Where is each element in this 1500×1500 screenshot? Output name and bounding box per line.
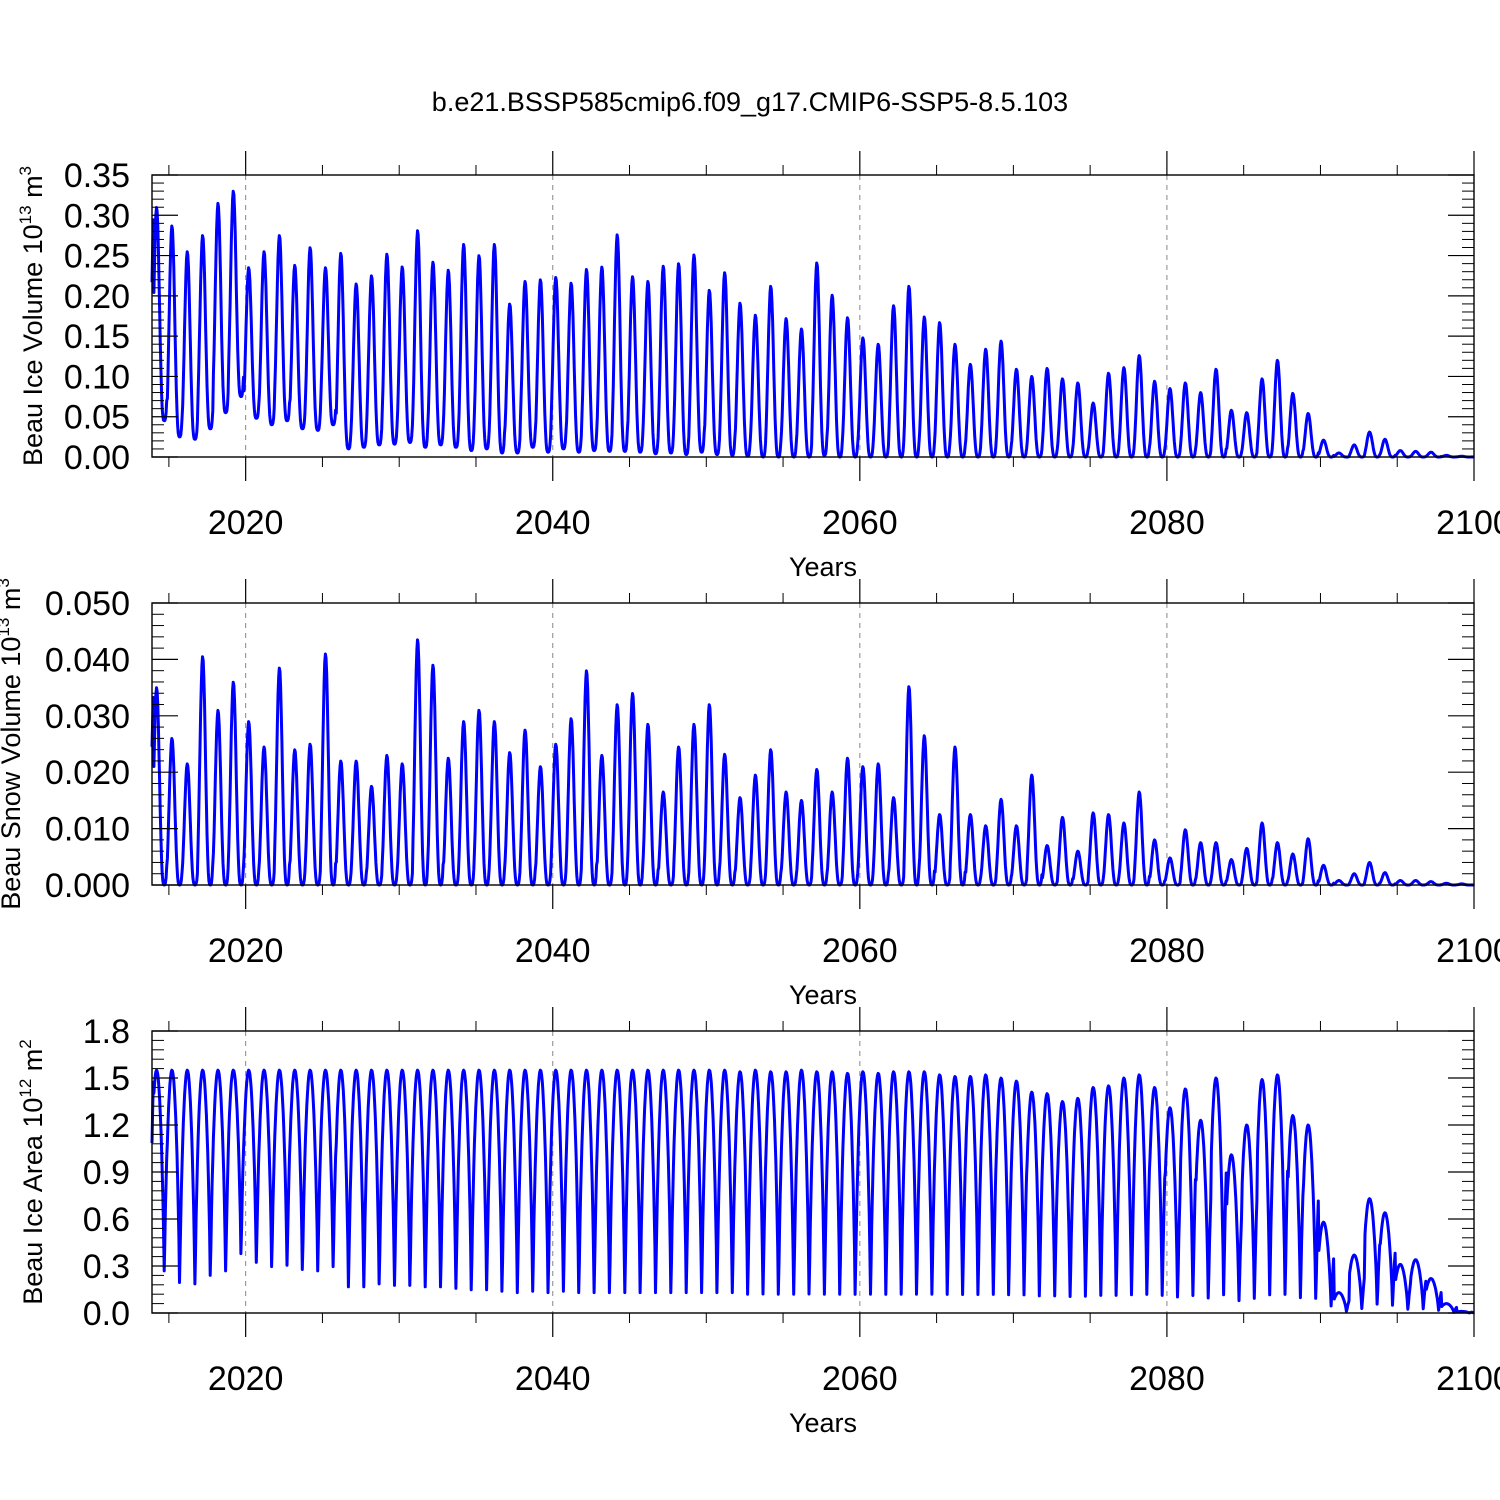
x-tick-label: 2040 xyxy=(515,1360,591,1398)
x-tick-label: 2020 xyxy=(208,932,284,970)
x-axis-label: Years xyxy=(789,552,857,582)
y-tick-label: 0.30 xyxy=(64,197,130,235)
y-tick-label: 0.0 xyxy=(83,1295,130,1333)
y-axis-label-unit: m xyxy=(18,1049,48,1079)
y-tick-label: 0.040 xyxy=(45,641,130,679)
y-axis-label-unit: m xyxy=(18,175,48,205)
y-tick-label: 1.5 xyxy=(83,1060,130,1098)
y-axis-label-exp: 13 xyxy=(0,618,13,637)
x-tick-label: 2060 xyxy=(822,1360,898,1398)
y-tick-label: 0.020 xyxy=(45,754,130,792)
y-tick-label: 0.05 xyxy=(64,399,130,437)
x-tick-label: 2040 xyxy=(515,504,591,542)
x-tick-label: 2020 xyxy=(208,504,284,542)
y-axis-label: Beau Ice Volume 1013 m3 xyxy=(16,166,48,466)
y-tick-label: 0.000 xyxy=(45,867,130,905)
y-tick-label: 0.00 xyxy=(64,439,130,477)
y-axis-label-unit: m xyxy=(0,588,26,618)
y-axis-label-exp: 12 xyxy=(16,1079,35,1098)
y-axis-label-main: Beau Ice Volume 10 xyxy=(18,224,48,466)
y-axis-label-exp: 13 xyxy=(16,205,35,224)
y-tick-label: 1.2 xyxy=(83,1107,130,1145)
figure-title: b.e21.BSSP585cmip6.f09_g17.CMIP6-SSP5-8.… xyxy=(432,87,1068,117)
series-line-ice-area xyxy=(150,1068,1475,1315)
x-tick-label: 2020 xyxy=(208,1360,284,1398)
y-axis-label: Beau Snow Volume 1013 m3 xyxy=(0,578,26,910)
x-tick-label: 2060 xyxy=(822,932,898,970)
x-axis-label: Years xyxy=(789,980,857,1010)
series-line-snow-volume xyxy=(150,638,1475,887)
plot-frame xyxy=(151,174,1475,458)
y-axis-label-main: Beau Snow Volume 10 xyxy=(0,637,26,910)
y-tick-label: 0.9 xyxy=(83,1154,130,1192)
y-tick-label: 1.8 xyxy=(83,1013,130,1051)
y-tick-label: 0.6 xyxy=(83,1201,130,1239)
y-tick-label: 0.050 xyxy=(45,585,130,623)
series-line-ice-volume xyxy=(150,189,1475,459)
x-tick-label: 2080 xyxy=(1129,932,1205,970)
x-axis-label: Years xyxy=(789,1408,857,1438)
y-tick-label: 0.3 xyxy=(83,1248,130,1286)
y-tick-label: 0.20 xyxy=(64,278,130,316)
y-tick-label: 0.35 xyxy=(64,157,130,195)
y-axis-label-unit-exp: 3 xyxy=(0,578,13,587)
y-tick-label: 0.15 xyxy=(64,318,130,356)
x-tick-label: 2060 xyxy=(822,504,898,542)
y-tick-label: 0.25 xyxy=(64,238,130,276)
y-axis-label: Beau Ice Area 1012 m2 xyxy=(16,1039,48,1305)
y-axis-label-main: Beau Ice Area 10 xyxy=(18,1098,48,1305)
y-tick-label: 0.10 xyxy=(64,358,130,396)
y-axis-label-unit-exp: 2 xyxy=(16,1039,35,1048)
plot-frame xyxy=(151,602,1475,886)
y-axis-label-unit-exp: 3 xyxy=(16,166,35,175)
y-tick-label: 0.010 xyxy=(45,811,130,849)
x-tick-label: 2080 xyxy=(1129,504,1205,542)
x-tick-label: 2040 xyxy=(515,932,591,970)
x-tick-label: 2080 xyxy=(1129,1360,1205,1398)
y-tick-label: 0.030 xyxy=(45,698,130,736)
